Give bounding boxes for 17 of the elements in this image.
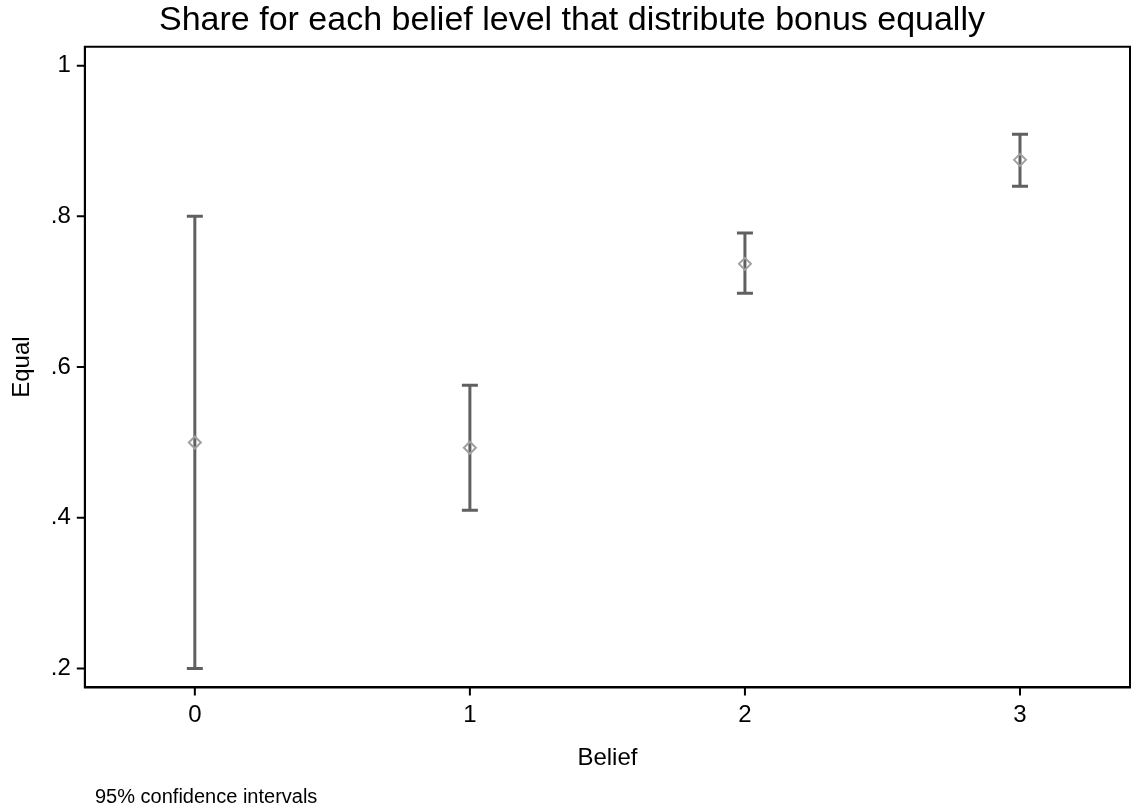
y-axis-title: Equal	[7, 336, 35, 398]
y-tick-label: .8	[50, 201, 71, 228]
x-axis-title: Belief	[577, 743, 638, 771]
point	[737, 256, 752, 271]
y-tick-label: .2	[50, 653, 71, 681]
x-tick-label: 0	[188, 700, 202, 728]
chart-title: Share for each belief level that distribute bonus equally	[159, 0, 985, 37]
point	[187, 435, 202, 450]
x-tick-label: 3	[1013, 700, 1027, 728]
point	[1012, 152, 1027, 167]
y-tick-label: .4	[50, 502, 71, 530]
y-tick-label: .6	[50, 351, 71, 379]
text: 95% confidence intervals	[95, 784, 318, 807]
y-tick-label: 1	[57, 50, 71, 78]
x-tick-label: 2	[738, 700, 752, 728]
x-tick-label: 1	[463, 700, 477, 728]
point	[462, 440, 477, 455]
